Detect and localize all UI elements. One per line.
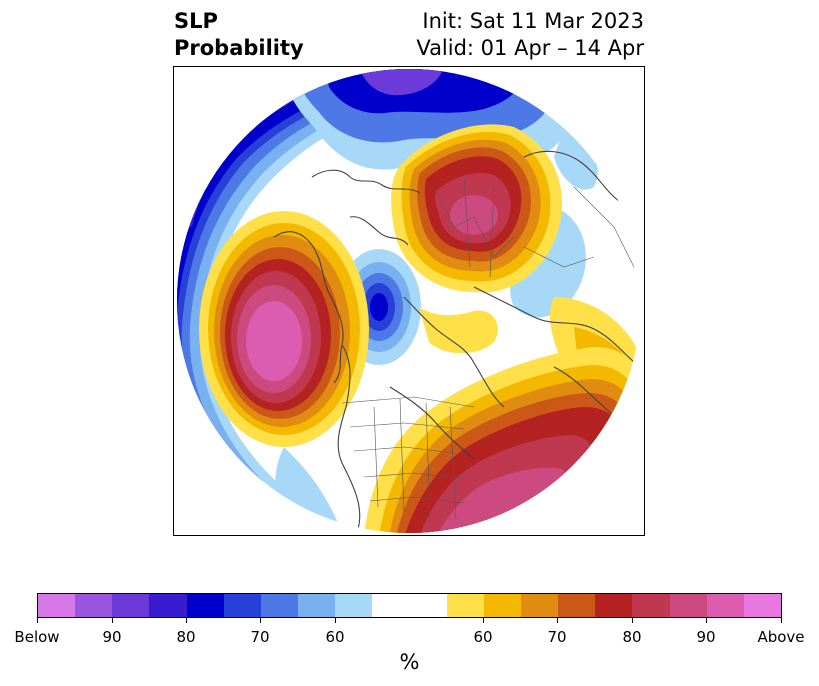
colorbar-segment	[186, 594, 224, 617]
colorbar-segment	[372, 594, 447, 617]
colorbar-tickmark	[335, 618, 336, 623]
colorbar-segment	[112, 594, 150, 617]
colorbar-segment	[260, 594, 299, 617]
colorbar-tick-label: Above	[757, 628, 805, 646]
colorbar-tick-label: Below	[14, 628, 60, 646]
above-normal-pacific	[199, 211, 369, 447]
above-normal-siberia	[391, 124, 562, 293]
colorbar-segment	[743, 594, 782, 617]
colorbar-segment	[558, 594, 596, 617]
above-normal-europe	[419, 307, 498, 354]
colorbar-tickmark	[37, 618, 38, 623]
colorbar-tick-label: 60	[473, 628, 493, 646]
colorbar-segment	[446, 594, 484, 617]
colorbar-tick-label: 80	[176, 628, 196, 646]
map-title-left: SLP Probability	[174, 8, 304, 62]
colorbar-segment	[669, 594, 707, 617]
colorbar-tick-label: 80	[622, 628, 642, 646]
probability-map	[177, 69, 641, 533]
map-title-right: Init: Sat 11 Mar 2023 Valid: 01 Apr – 14…	[416, 8, 644, 62]
title-init-date: Init: Sat 11 Mar 2023	[422, 9, 644, 33]
colorbar-segment	[335, 594, 373, 617]
colorbar-tick-label: 90	[102, 628, 122, 646]
title-valid-range: Valid: 01 Apr – 14 Apr	[416, 36, 644, 60]
colorbar-tick-label: 60	[325, 628, 345, 646]
colorbar-segment	[75, 594, 113, 617]
colorbar-segment	[38, 594, 76, 617]
colorbar-tickmark	[483, 618, 484, 623]
colorbar-tickmark	[706, 618, 707, 623]
title-variable: SLP	[174, 9, 218, 33]
colorbar-tick-labels: Below 90 80 70 60 60 70 80 90 Above	[0, 628, 819, 646]
colorbar-segment	[595, 594, 633, 617]
below-normal-arctic	[284, 69, 578, 170]
colorbar	[37, 593, 782, 618]
colorbar-segment	[521, 594, 559, 617]
colorbar-segment	[298, 594, 336, 617]
colorbar-segment	[223, 594, 261, 617]
colorbar-tick-label: 90	[696, 628, 716, 646]
political-borders	[341, 146, 635, 520]
colorbar-tickmark	[112, 618, 113, 623]
colorbar-tickmark	[260, 618, 261, 623]
colorbar-segment	[706, 594, 744, 617]
colorbar-tick-label: 70	[250, 628, 270, 646]
title-metric: Probability	[174, 36, 304, 60]
colorbar-tickmark	[557, 618, 558, 623]
colorbar-unit-label: %	[399, 650, 420, 674]
colorbar-segment	[483, 594, 522, 617]
colorbar-segment	[149, 594, 187, 617]
colorbar-tickmark	[781, 618, 782, 623]
colorbar-tickmark	[186, 618, 187, 623]
colorbar-segment	[632, 594, 670, 617]
map-panel	[173, 66, 645, 536]
colorbar-tick-label: 70	[547, 628, 567, 646]
colorbar-tickmark	[632, 618, 633, 623]
